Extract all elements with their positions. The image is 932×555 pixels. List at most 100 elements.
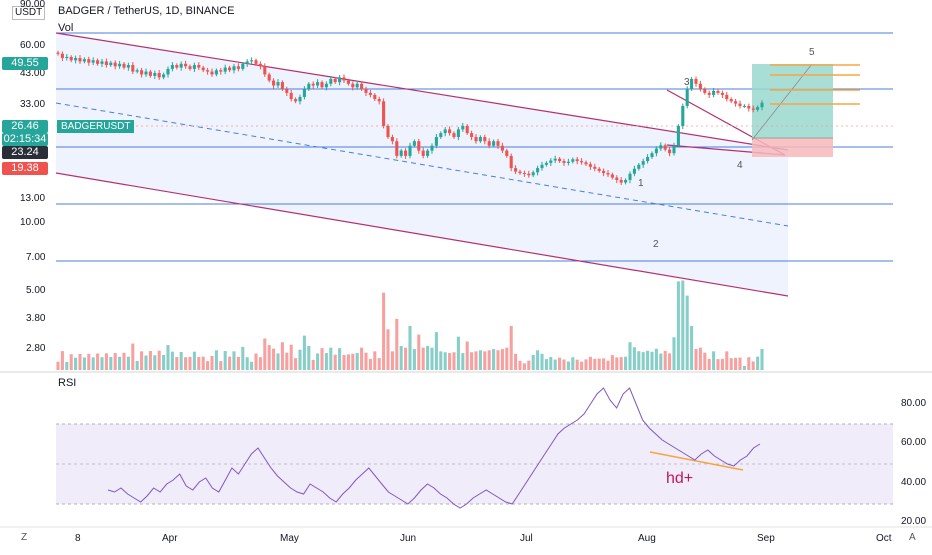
candle-body[interactable]: [395, 141, 399, 156]
channel-bottom-line[interactable]: [55, 172, 789, 297]
candle-body[interactable]: [615, 177, 619, 180]
candle-body[interactable]: [113, 62, 117, 67]
candle-body[interactable]: [162, 74, 166, 78]
candle-body[interactable]: [307, 83, 311, 90]
candle-body[interactable]: [404, 150, 408, 156]
candle-body[interactable]: [668, 149, 672, 154]
candle-body[interactable]: [197, 65, 201, 68]
candle-body[interactable]: [364, 89, 368, 93]
candle-body[interactable]: [276, 82, 280, 86]
candle-body[interactable]: [610, 174, 614, 178]
candle-body[interactable]: [122, 63, 126, 68]
candle-body[interactable]: [417, 141, 421, 151]
candle-body[interactable]: [157, 73, 161, 78]
candle-body[interactable]: [584, 162, 588, 165]
candle-body[interactable]: [483, 137, 487, 142]
candle-body[interactable]: [280, 82, 284, 90]
candle-body[interactable]: [408, 145, 412, 156]
candle-body[interactable]: [500, 145, 504, 151]
candle-body[interactable]: [531, 172, 535, 176]
candle-body[interactable]: [474, 137, 478, 142]
candle-body[interactable]: [96, 60, 100, 64]
candle-body[interactable]: [628, 173, 632, 180]
candle-body[interactable]: [355, 83, 359, 88]
candle-body[interactable]: [725, 94, 729, 100]
candle-body[interactable]: [487, 141, 491, 146]
candle-body[interactable]: [751, 108, 755, 110]
candle-body[interactable]: [540, 164, 544, 169]
candle-body[interactable]: [294, 99, 298, 102]
candle-body[interactable]: [104, 61, 108, 66]
candle-body[interactable]: [170, 65, 174, 69]
auto-scale-icon[interactable]: A: [909, 532, 916, 543]
candle-body[interactable]: [430, 145, 434, 151]
timezone-icon[interactable]: Z: [21, 532, 28, 543]
candle-body[interactable]: [641, 161, 645, 165]
rsi-label[interactable]: RSI: [58, 377, 77, 389]
candle-body[interactable]: [514, 168, 518, 172]
candle-body[interactable]: [593, 166, 597, 169]
candle-body[interactable]: [720, 92, 724, 95]
candle-body[interactable]: [236, 66, 240, 69]
candle-body[interactable]: [470, 133, 474, 138]
candle-body[interactable]: [465, 125, 469, 134]
candle-body[interactable]: [140, 70, 144, 75]
channel-top-line[interactable]: [55, 32, 789, 151]
candle-body[interactable]: [681, 105, 685, 126]
candle-body[interactable]: [729, 99, 733, 102]
divergence-line[interactable]: [649, 451, 744, 471]
candle-body[interactable]: [685, 89, 689, 106]
candle-body[interactable]: [426, 150, 430, 156]
candle-body[interactable]: [223, 67, 227, 72]
candle-body[interactable]: [131, 65, 135, 72]
candle-body[interactable]: [632, 168, 636, 174]
candle-body[interactable]: [78, 58, 82, 62]
candle-body[interactable]: [109, 62, 113, 66]
candle-body[interactable]: [192, 65, 196, 69]
candle-body[interactable]: [219, 70, 223, 72]
stop-loss-zone[interactable]: [752, 138, 833, 157]
candle-body[interactable]: [184, 63, 188, 67]
candle-body[interactable]: [461, 125, 465, 130]
candle-body[interactable]: [368, 92, 372, 95]
candle-body[interactable]: [324, 83, 328, 88]
candle-body[interactable]: [690, 78, 694, 90]
candle-body[interactable]: [496, 141, 500, 146]
candle-body[interactable]: [558, 158, 562, 162]
candle-body[interactable]: [289, 92, 293, 100]
candle-body[interactable]: [509, 155, 513, 169]
candle-body[interactable]: [360, 83, 364, 90]
candle-body[interactable]: [60, 53, 64, 59]
candle-body[interactable]: [602, 170, 606, 174]
candle-body[interactable]: [285, 89, 289, 93]
candle-body[interactable]: [382, 101, 386, 126]
candle-body[interactable]: [421, 150, 425, 156]
candle-body[interactable]: [258, 63, 262, 67]
candle-body[interactable]: [544, 162, 548, 165]
candle-body[interactable]: [333, 78, 337, 83]
candle-body[interactable]: [434, 137, 438, 146]
candle-body[interactable]: [241, 63, 245, 69]
candle-body[interactable]: [153, 73, 157, 76]
candle-body[interactable]: [82, 59, 86, 62]
candle-body[interactable]: [377, 99, 381, 102]
candle-body[interactable]: [329, 78, 333, 84]
candle-body[interactable]: [527, 173, 531, 176]
candle-body[interactable]: [549, 160, 553, 163]
candle-body[interactable]: [179, 63, 183, 68]
candle-body[interactable]: [624, 179, 628, 183]
volume-label[interactable]: Vol: [58, 22, 74, 34]
candle-body[interactable]: [505, 150, 509, 156]
candle-body[interactable]: [373, 94, 377, 100]
candle-body[interactable]: [232, 66, 236, 71]
candle-body[interactable]: [69, 56, 73, 61]
candle-body[interactable]: [566, 161, 570, 163]
candle-body[interactable]: [74, 58, 78, 61]
candle-body[interactable]: [175, 65, 179, 68]
candle-body[interactable]: [703, 89, 707, 93]
candle-body[interactable]: [118, 63, 122, 67]
candle-body[interactable]: [553, 158, 557, 161]
candle-body[interactable]: [302, 89, 306, 97]
candle-body[interactable]: [734, 101, 738, 104]
candle-body[interactable]: [492, 141, 496, 146]
